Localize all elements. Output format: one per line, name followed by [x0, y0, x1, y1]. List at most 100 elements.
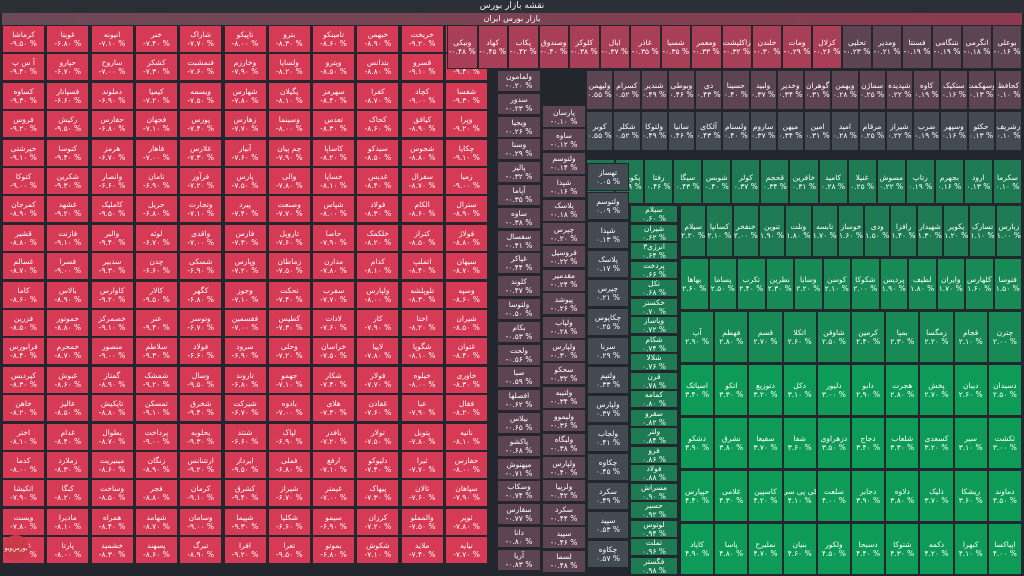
stock-tile[interactable]: کسانپا ۲.۱۰ % — [706, 205, 733, 257]
stock-tile[interactable]: ایال -۰.۳۷ % — [599, 25, 630, 69]
stock-tile[interactable]: خشمید -۸.۳۰ % — [90, 536, 134, 565]
stock-tile[interactable]: فولار -۷.۷۰ % — [356, 365, 400, 394]
stock-tile[interactable]: دلیور ۳.۰۰ % — [816, 364, 851, 416]
stock-tile[interactable]: پرداخت -۹.۰۰ % — [134, 422, 178, 451]
stock-tile[interactable]: چپرس -۰.۲۰ % — [542, 222, 586, 245]
stock-tile[interactable]: جهمو -۷.۱۰ % — [267, 365, 311, 394]
stock-tile[interactable]: وتجارت -۷.۱۰ % — [179, 195, 223, 224]
stock-tile[interactable]: پیهاک -۷.۳۰ % — [356, 479, 400, 508]
stock-tile[interactable]: کامید ۰.۲۸ % — [818, 159, 848, 204]
stock-tile[interactable]: صبا -۰.۵۹ % — [497, 366, 541, 389]
stock-tile[interactable]: کساوه -۹.۳۰ % — [2, 81, 45, 110]
stock-tile[interactable]: مینیریت -۸.۶۰ % — [90, 451, 134, 479]
stock-tile[interactable]: بادوه -۷.۰۰ % — [267, 394, 311, 423]
stock-tile[interactable]: لطیف ۱.۸۰ % — [908, 258, 937, 310]
stock-tile[interactable]: بطوال -۸.۷۰ % — [90, 422, 134, 451]
stock-tile[interactable]: فهطم ۲.۸۰ % — [714, 311, 749, 363]
stock-tile[interactable]: غدیس -۸.۴۰ % — [356, 167, 400, 195]
stock-tile[interactable]: سپید ۰.۵۳ % — [587, 511, 629, 539]
stock-tile[interactable]: دابو ۲.۹۰ % — [851, 364, 886, 416]
stock-tile[interactable]: خپرشتی -۹.۱۰ % — [2, 138, 45, 167]
stock-tile[interactable]: شاراک -۷.۷۰ % — [179, 25, 223, 53]
stock-tile[interactable]: شیراز ۰.۲۲ % — [885, 111, 913, 151]
stock-tile[interactable]: بافدر -۷.۲۰ % — [312, 422, 356, 451]
stock-tile[interactable]: مقدمیر -۰.۲۴ % — [542, 268, 586, 292]
stock-tile[interactable]: شخرق -۹.۴۰ % — [179, 394, 223, 423]
stock-tile[interactable]: سیلام ۰.۶۰ % — [630, 205, 678, 223]
stock-tile[interactable]: تاروپل -۷.۶۰ % — [267, 223, 311, 252]
stock-tile[interactable]: کاملیک -۹.۵۰ % — [90, 195, 134, 224]
stock-tile[interactable]: والی -۷.۸۰ % — [267, 167, 311, 195]
stock-tile[interactable]: ویست -۷.۸۰ % — [2, 507, 45, 536]
stock-tile[interactable]: شکرین -۹.۳۰ % — [46, 167, 90, 195]
stock-tile[interactable]: نیایه -۷.۷۰ % — [445, 536, 488, 565]
stock-tile[interactable]: تابسه ۱.۷۰ % — [811, 205, 838, 257]
stock-tile[interactable]: انیونه -۷.۱۰ % — [90, 25, 134, 53]
stock-tile[interactable]: لپاک -۶.۹۰ % — [267, 422, 311, 451]
stock-tile[interactable]: هرمز -۶.۷۰ % — [90, 138, 134, 167]
stock-tile[interactable]: کسرام ۰.۵۲ % — [613, 70, 641, 110]
stock-tile[interactable]: زبارس ۱.۰۰ % — [995, 205, 1022, 257]
stock-tile[interactable]: کنوسا -۹.۴۰ % — [46, 138, 90, 167]
stock-tile[interactable]: کاما -۸.۶۰ % — [2, 280, 45, 309]
stock-tile[interactable]: ارود ۰.۱۳ % — [963, 159, 993, 204]
stock-tile[interactable]: فگستر ۰.۹۸ % — [630, 556, 678, 575]
stock-tile[interactable]: سهرمز -۸.۴۰ % — [312, 81, 356, 110]
stock-tile[interactable]: دانا -۰.۸۰ % — [497, 526, 541, 548]
stock-tile[interactable]: ولپارس -۰.۴۰ % — [542, 456, 586, 479]
stock-tile[interactable]: حپارو -۶.۷۰ % — [46, 53, 90, 82]
stock-tile[interactable]: شپدیده ۰.۲۲ % — [885, 70, 913, 110]
stock-tile[interactable]: دیبان ۲.۶۰ % — [953, 364, 988, 416]
stock-tile[interactable]: دزهراوی ۳.۵۰ % — [816, 417, 851, 469]
stock-tile[interactable]: امین ۰.۳۱ % — [804, 111, 832, 151]
stock-tile[interactable]: چدن -۶.۶۰ % — [134, 252, 178, 281]
stock-tile[interactable]: وسایا ۲.۲۰ % — [794, 258, 823, 310]
stock-tile[interactable]: سترال -۸.۹۰ % — [445, 195, 488, 224]
stock-tile[interactable]: تامان -۶.۹۰ % — [134, 167, 178, 195]
stock-tile[interactable]: سکرد -۰.۴۴ % — [542, 502, 586, 526]
stock-tile[interactable]: ضرب ۰.۱۹ % — [913, 111, 941, 151]
stock-tile[interactable]: پاکشو -۰.۶۸ % — [497, 434, 541, 457]
stock-tile[interactable]: فقال -۸.۲۰ % — [445, 394, 488, 423]
stock-tile[interactable]: کهاد -۰.۴۵ % — [477, 25, 508, 69]
stock-tile[interactable]: چترن ۲.۰۰ % — [987, 311, 1022, 363]
stock-tile[interactable]: رتاپ ۰.۱۹ % — [905, 159, 935, 204]
stock-tile[interactable]: ذلیک ۳.۷۰ % — [919, 470, 954, 522]
stock-tile[interactable]: تاروند -۶.۸۰ % — [223, 365, 267, 394]
stock-tile[interactable]: هلای -۷.۳۰ % — [312, 394, 356, 423]
stock-tile[interactable]: سفسال -۰.۴۱ % — [497, 229, 541, 252]
stock-tile[interactable]: دسبحا ۴.۴۰ % — [851, 523, 886, 575]
stock-tile[interactable]: کدام -۸.۱۰ % — [356, 252, 400, 281]
stock-tile[interactable]: مسراش ۰.۹۰ % — [630, 482, 678, 501]
stock-tile[interactable]: غدام -۸.۴۰ % — [46, 422, 90, 451]
stock-tile[interactable]: فازنت -۹.۱۰ % — [46, 223, 90, 252]
stock-tile[interactable]: زنگان -۸.۹۰ % — [134, 451, 178, 479]
stock-tile[interactable]: تمسکن -۹.۱۰ % — [134, 394, 178, 423]
stock-tile[interactable]: سیمو -۶.۹۰ % — [312, 507, 356, 536]
stock-tile[interactable]: بتدانس -۸.۸۰ % — [356, 53, 400, 82]
stock-tile[interactable]: سرنا ۰.۲۹ % — [587, 337, 629, 365]
stock-tile[interactable]: شکوش -۷.۱۰ % — [356, 536, 400, 565]
stock-tile[interactable]: وسپهر ۰.۱۶ % — [940, 111, 968, 151]
stock-tile[interactable]: اتکلا ۲.۶۰ % — [782, 311, 817, 363]
stock-tile[interactable]: وسکاب -۰.۷۴ % — [497, 480, 541, 503]
stock-tile[interactable]: اختا -۸.۲۰ % — [400, 309, 444, 337]
stock-tile[interactable]: شتوکا ۴.۳۰ % — [885, 523, 920, 575]
stock-tile[interactable]: خنفخر ۲.۰۰ % — [732, 205, 759, 257]
stock-tile[interactable]: پسهند -۸.۶۰ % — [134, 536, 178, 565]
stock-tile[interactable]: لاپیا -۷.۸۰ % — [356, 337, 400, 366]
stock-tile[interactable]: تکرب ۲.۴۰ % — [737, 258, 766, 310]
stock-tile[interactable]: ولپارس ۰.۳۷ % — [587, 395, 629, 423]
stock-tile[interactable]: شکلر ۰.۵۲ % — [613, 111, 641, 151]
stock-tile[interactable]: سدور -۰.۲۳ % — [497, 92, 541, 115]
stock-tile[interactable]: غپاکر -۰.۴۴ % — [497, 252, 541, 275]
stock-tile[interactable]: ولتوسا -۰.۵۰ % — [497, 298, 541, 320]
stock-tile[interactable]: ولیموو -۰.۳۶ % — [542, 409, 586, 433]
stock-tile[interactable]: رشریف ۰.۱۰ % — [994, 111, 1022, 151]
stock-tile[interactable]: افصلها -۰.۶۲ % — [497, 389, 541, 412]
stock-tile[interactable]: وپرا -۹.۲۰ % — [445, 110, 488, 139]
stock-tile[interactable]: کاساپا -۸.۲۰ % — [312, 138, 356, 167]
stock-tile[interactable]: شپیما -۹.۳۰ % — [223, 507, 267, 536]
stock-tile[interactable]: گمتاز -۸.۹۰ % — [90, 365, 134, 394]
stock-tile[interactable]: وبهمن ۰.۲۸ % — [831, 70, 859, 110]
